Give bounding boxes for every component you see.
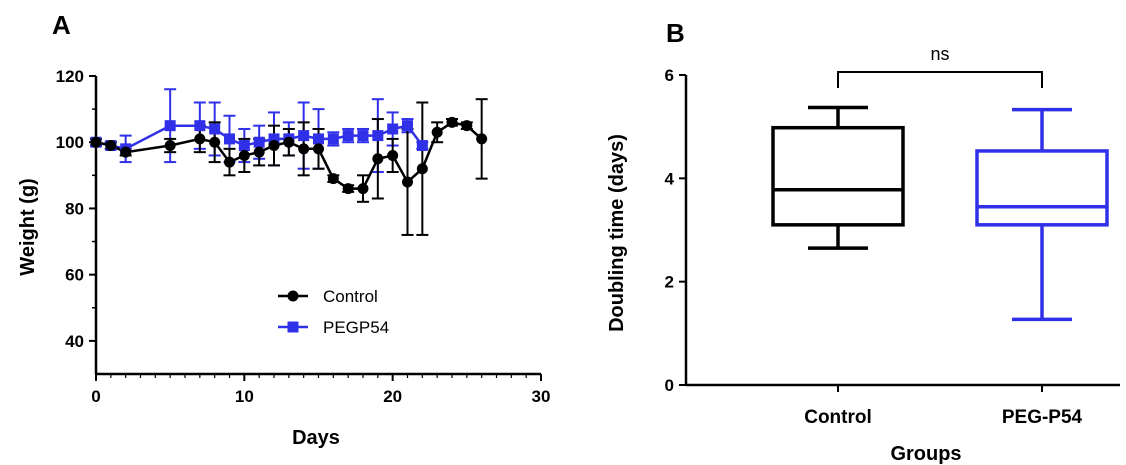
box-control	[771, 105, 905, 250]
data-point-control	[164, 140, 176, 152]
data-point-control	[253, 146, 265, 158]
data-point-pegp54	[224, 133, 235, 145]
data-point-pegp54	[372, 130, 384, 142]
data-point-control	[105, 140, 117, 152]
panel-b-y-tick-label: 0	[665, 376, 674, 395]
panel-b-doubling-chart: B Groups Doubling time (days) 0 2 4 6 Contro…	[606, 18, 1120, 465]
panel-a-error-bars	[90, 88, 488, 236]
data-point-control	[357, 183, 369, 195]
panel-b-x-tick-label: PEG-P54	[1002, 407, 1083, 428]
data-point-control	[313, 143, 324, 155]
data-point-control	[461, 120, 473, 132]
data-point-control	[283, 136, 295, 148]
panel-a-x-tick-label: 0	[91, 387, 100, 406]
data-point-control	[238, 149, 250, 161]
panel-a-legend: Control PEGP54	[278, 287, 389, 337]
legend-label: Control	[323, 287, 378, 306]
box-peg-p54	[975, 107, 1109, 322]
legend-marker	[287, 290, 299, 302]
data-point-pegp54	[387, 123, 399, 135]
panel-b-boxes	[771, 105, 1109, 322]
panel-b-y-tick-label: 4	[665, 169, 675, 188]
data-point-pegp54	[298, 130, 310, 142]
data-point-pegp54	[357, 130, 369, 142]
panel-b-axes: 0 2 4 6 Control PEG-P54	[665, 66, 1120, 428]
legend-label: PEGP54	[323, 318, 389, 337]
panel-b-significance: ns	[837, 44, 1043, 88]
data-point-control	[402, 176, 413, 188]
data-point-pegp54	[238, 140, 250, 152]
data-point-pegp54	[402, 120, 413, 132]
panel-a-y-tick-label: 120	[56, 67, 84, 86]
data-point-control	[342, 183, 354, 195]
data-point-control	[298, 143, 310, 155]
data-point-control	[446, 116, 458, 128]
data-point-pegp54	[313, 133, 324, 145]
data-point-control	[209, 136, 221, 148]
data-point-pegp54	[342, 130, 354, 142]
panel-a-x-axis-title: Days	[292, 427, 340, 449]
panel-b-y-axis-title: Doubling time (days)	[606, 134, 628, 332]
panel-a-x-tick-label: 30	[532, 387, 551, 406]
data-point-control	[120, 146, 132, 158]
data-point-control	[476, 133, 488, 145]
box-iqr	[771, 125, 905, 227]
data-point-pegp54	[253, 136, 265, 148]
box-iqr	[975, 149, 1109, 227]
data-point-control	[268, 140, 280, 152]
panel-b-x-axis-title: Groups	[890, 443, 961, 465]
panel-b-x-tick-label: Control	[804, 407, 872, 428]
data-point-control	[431, 126, 443, 138]
data-point-pegp54	[164, 120, 176, 132]
panel-a-x-tick-label: 10	[235, 387, 254, 406]
panel-a-y-tick-label: 80	[65, 199, 84, 218]
data-point-control	[224, 156, 235, 168]
legend-item-control: Control	[278, 287, 378, 306]
panel-a-axes: 40 60 80 100 120 0 10 20 30	[56, 67, 551, 406]
panel-a-weight-chart: A Days Weight (g) 40 60 80 100 120 0 10 20 30 Co…	[17, 10, 550, 449]
data-point-control	[194, 133, 206, 145]
panel-a-markers	[90, 116, 488, 195]
panel-b-y-tick-label: 6	[665, 66, 674, 85]
data-point-control	[372, 153, 384, 165]
data-point-pegp54	[209, 123, 221, 135]
data-point-pegp54	[327, 133, 339, 145]
panel-b-y-tick-label: 2	[665, 273, 674, 292]
legend-item-pegp54: PEGP54	[278, 318, 389, 337]
data-point-control	[327, 173, 339, 185]
data-point-pegp54	[416, 140, 428, 152]
panel-a-x-tick-label: 20	[383, 387, 402, 406]
panel-a-y-tick-label: 60	[65, 266, 84, 285]
data-point-control	[387, 149, 399, 161]
panel-a-y-axis-title: Weight (g)	[17, 178, 39, 275]
data-point-control	[90, 136, 102, 148]
significance-label: ns	[930, 44, 949, 64]
panel-a-y-tick-label: 100	[56, 133, 84, 152]
panel-a-label: A	[52, 10, 71, 40]
panel-b-label: B	[666, 18, 685, 48]
legend-marker	[287, 321, 299, 333]
data-point-pegp54	[268, 133, 280, 145]
data-point-control	[416, 163, 428, 175]
significance-bracket	[837, 71, 1043, 88]
panel-a-y-tick-label: 40	[65, 332, 84, 351]
data-point-pegp54	[194, 120, 206, 132]
